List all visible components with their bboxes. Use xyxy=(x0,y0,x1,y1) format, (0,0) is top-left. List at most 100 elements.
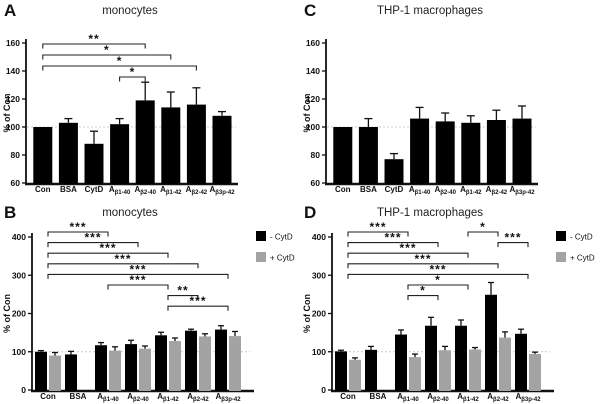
panel-title-A: monocytes xyxy=(102,5,158,17)
x-tick-label: Aβ2-42 xyxy=(186,185,208,196)
significance-bracket xyxy=(167,295,199,301)
panel-letter-D: D xyxy=(304,203,317,222)
x-tick-label: BSA xyxy=(370,392,387,401)
bar xyxy=(409,357,421,391)
x-tick-label: Aβ2-42 xyxy=(487,392,509,403)
bracket-label: *** xyxy=(99,241,116,255)
x-tick-label: Aβ1-40 xyxy=(97,392,119,403)
x-tick-label: Aβ3p-42 xyxy=(509,185,535,196)
y-tick-label: 400 xyxy=(312,232,326,242)
bar xyxy=(33,127,53,184)
bracket-label: *** xyxy=(369,220,386,234)
bar xyxy=(110,124,130,184)
bracket-label: ** xyxy=(88,32,99,46)
y-tick-label: 200 xyxy=(12,309,26,319)
bar xyxy=(365,349,377,391)
bar xyxy=(455,325,467,391)
y-tick-label: 300 xyxy=(12,270,26,280)
bracket-label: * xyxy=(435,273,441,287)
bracket-label: *** xyxy=(414,252,431,266)
legend-label: + CytD xyxy=(570,254,595,263)
bar xyxy=(469,349,481,391)
legend-swatch xyxy=(556,252,566,262)
legend-label: - CytD xyxy=(270,233,293,242)
y-tick-label: 80 xyxy=(311,150,321,160)
bar xyxy=(49,355,61,391)
panel-C: C THP-1 macrophages 60 80 100 120 140 160 % of… xyxy=(300,0,600,202)
bar xyxy=(485,294,497,391)
bracket-label: *** xyxy=(504,231,521,245)
y-tick-label: 100 xyxy=(12,347,26,357)
bar xyxy=(35,351,47,391)
bracket-label: *** xyxy=(429,262,446,276)
bar xyxy=(358,127,378,184)
legend-label: - CytD xyxy=(570,233,593,242)
y-tick-label: 60 xyxy=(11,178,21,188)
x-tick-label: Aβ1-42 xyxy=(457,392,479,403)
bracket-label: *** xyxy=(114,252,131,266)
bar xyxy=(161,107,181,184)
x-tick-label: Aβ1-42 xyxy=(460,185,482,196)
bar xyxy=(425,325,437,391)
bar xyxy=(169,341,181,391)
panel-D: D THP-1 macrophages 0 100 200 300 400 % of Co… xyxy=(300,202,600,404)
bracket-label: *** xyxy=(129,262,146,276)
bar xyxy=(229,336,241,391)
bar xyxy=(109,350,121,391)
significance-bracket xyxy=(347,242,439,248)
plot-B: 0 100 200 300 400 % of Con Con BSA Aβ1-40 Aβ2-40 A… xyxy=(2,220,295,403)
y-tick-label: 120 xyxy=(306,94,320,104)
bracket-label: * xyxy=(130,65,136,79)
y-axis-title: % of Con xyxy=(302,294,312,333)
bar xyxy=(461,122,481,184)
y-tick-label: 400 xyxy=(12,232,26,242)
bar xyxy=(215,329,227,391)
bracket-label: *** xyxy=(69,220,86,234)
panel-letter-A: A xyxy=(4,1,17,20)
y-tick-label: 160 xyxy=(6,38,20,48)
y-axis-title: % of Con xyxy=(2,94,12,133)
bar xyxy=(349,359,361,391)
bar xyxy=(410,118,430,184)
x-tick-label: Aβ2-40 xyxy=(134,185,156,196)
legend-swatch xyxy=(256,231,266,241)
x-tick-label: Aβ2-42 xyxy=(187,392,209,403)
x-tick-label: Con xyxy=(40,392,56,401)
bar xyxy=(84,143,104,184)
panel-title-D: THP-1 macrophages xyxy=(376,207,484,219)
bar xyxy=(499,337,511,391)
bar xyxy=(186,104,206,184)
x-tick-label: Aβ3p-42 xyxy=(215,392,241,403)
x-tick-label: Aβ1-42 xyxy=(160,185,182,196)
plot-C: 60 80 100 120 140 160 % of Con Con BSA CytD Aβ1-40… xyxy=(302,38,538,196)
x-tick-label: Aβ1-40 xyxy=(397,392,419,403)
bar xyxy=(435,121,455,184)
bar xyxy=(139,348,151,391)
significance-bracket xyxy=(47,252,169,258)
significance-bracket xyxy=(347,263,499,269)
significance-bracket xyxy=(42,54,172,60)
significance-bracket xyxy=(347,231,409,237)
x-tick-label: BSA xyxy=(360,185,377,194)
y-tick-label: 200 xyxy=(312,309,326,319)
y-axis-title: % of Con xyxy=(302,94,312,133)
y-tick-label: 100 xyxy=(312,347,326,357)
x-tick-label: Aβ2-40 xyxy=(434,185,456,196)
bar xyxy=(125,344,137,391)
y-tick-label: 300 xyxy=(312,270,326,280)
bar xyxy=(529,354,541,391)
bar xyxy=(512,118,532,184)
x-tick-label: BSA xyxy=(70,392,87,401)
significance-bracket xyxy=(47,273,229,279)
y-tick-label: 140 xyxy=(6,66,20,76)
significance-bracket xyxy=(347,273,529,279)
panel-A: A monocytes 60 80 100 120 140 160 % of Con Con B… xyxy=(0,0,300,202)
bar xyxy=(58,122,78,184)
significance-bracket xyxy=(42,43,146,49)
y-tick-label: 0 xyxy=(21,385,26,395)
bracket-label: *** xyxy=(84,231,101,245)
panel-title-C: THP-1 macrophages xyxy=(376,5,484,17)
legend-label: + CytD xyxy=(270,254,295,263)
x-tick-label: Aβ1-40 xyxy=(109,185,131,196)
